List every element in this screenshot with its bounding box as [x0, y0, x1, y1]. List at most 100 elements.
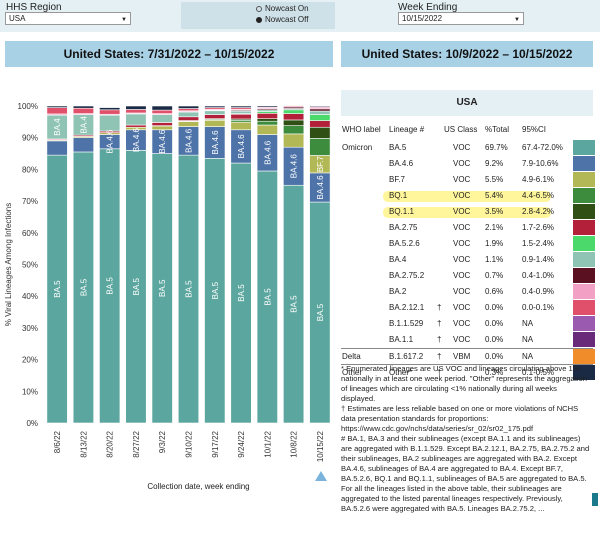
bar-label: BA.4.6	[263, 140, 272, 165]
bar-segment-ba-2-75	[310, 121, 330, 128]
color-swatch	[573, 268, 595, 283]
y-tick-label: 90%	[22, 134, 38, 143]
dagger-marker: †	[437, 334, 441, 346]
bar-segment-other	[310, 106, 330, 107]
cell-lineage: BQ.1	[389, 190, 407, 202]
cell-ci: 0.4-0.9%	[522, 286, 554, 298]
bar-segment-bq-1-1	[283, 120, 303, 126]
bar-label: BA.4.6	[158, 129, 167, 154]
bar-label: BA.5	[211, 281, 220, 299]
cell-pct: 0.7%	[485, 270, 503, 282]
cell-pct: 9.2%	[485, 158, 503, 170]
color-swatch	[573, 332, 595, 347]
y-tick-label: 10%	[22, 387, 38, 396]
x-tick-label: 8/6/22	[53, 430, 62, 453]
cell-lineage: BA.2.75	[389, 222, 417, 234]
left-banner: United States: 7/31/2022 – 10/15/2022	[5, 41, 333, 67]
cell-class: VOC	[453, 174, 470, 186]
cell-pct: 0.0%	[485, 351, 503, 363]
bar-segment-ba-4	[205, 111, 225, 115]
cell-ci: NA	[522, 334, 533, 346]
bar-label: BA.4	[53, 118, 62, 136]
bar-label: BA.4.6	[290, 154, 299, 179]
bar-segment-ba-4	[310, 111, 330, 114]
cell-pct: 0.0%	[485, 302, 503, 314]
cell-class: VOC	[453, 222, 470, 234]
x-tick-label: 9/17/22	[211, 430, 220, 457]
header-lineage: Lineage #	[389, 125, 424, 134]
y-tick-label: 50%	[22, 261, 38, 270]
cell-ci: 7.9-10.6%	[522, 158, 558, 170]
cell-class: VOC	[453, 158, 470, 170]
cell-ci: 0.4-1.0%	[522, 270, 554, 282]
color-swatch	[573, 236, 595, 251]
color-swatch	[573, 220, 595, 235]
bar-segment-bf-7	[152, 126, 172, 130]
bar-label: BA.5	[185, 280, 194, 298]
y-tick-label: 0%	[26, 419, 38, 428]
cell-pct: 5.5%	[485, 174, 503, 186]
cell-pct: 0.6%	[485, 286, 503, 298]
x-tick-label: 9/3/22	[158, 430, 167, 453]
footnote: * Enumerated lineages are US VOC and lin…	[341, 364, 593, 404]
bar-label: BA.5	[79, 278, 88, 296]
y-tick-label: 100%	[18, 102, 38, 111]
color-swatch	[573, 188, 595, 203]
bar-segment-other	[257, 106, 277, 107]
week-value: 10/15/2022	[402, 14, 442, 23]
nowcast-off-radio[interactable]: Nowcast Off	[256, 15, 308, 25]
cell-ci: 4.9-6.1%	[522, 174, 554, 186]
bar-segment-ba-2-12-1	[152, 110, 172, 113]
x-tick-label: 8/20/22	[106, 430, 115, 457]
bar-segment-bf-7	[231, 122, 251, 130]
y-tick-label: 70%	[22, 197, 38, 206]
footnote: † Estimates are less reliable based on o…	[341, 404, 593, 434]
cell-pct: 0.0%	[485, 318, 503, 330]
bar-segment-ba-2-75	[152, 122, 172, 125]
x-tick-label: 10/8/22	[290, 430, 299, 457]
bar-label: BA.5	[53, 280, 62, 298]
x-tick-label: 10/1/22	[263, 430, 272, 457]
cell-class: VOC	[453, 270, 470, 282]
bar-segment-ba-4	[152, 115, 172, 123]
bar-segment-bq-1	[283, 126, 303, 134]
nowcast-on-radio[interactable]: Nowcast On	[256, 4, 309, 14]
cell-lineage: BA.5	[389, 142, 406, 154]
right-banner: United States: 10/9/2022 – 10/15/2022	[341, 41, 593, 67]
cell-class: VOC	[453, 286, 470, 298]
cell-pct: 0.0%	[485, 334, 503, 346]
cell-ci: 4.4-6.5%	[522, 190, 554, 202]
chevron-down-icon: ▼	[514, 15, 520, 26]
bar-segment-ba-2-75	[205, 115, 225, 119]
bar-segment-other	[283, 105, 303, 106]
x-axis-title: Collection date, week ending	[147, 482, 249, 491]
cell-pct: 5.4%	[485, 190, 503, 202]
region-select[interactable]: USA ▼	[5, 12, 131, 25]
cell-pct: 1.9%	[485, 238, 503, 250]
color-swatch	[573, 284, 595, 299]
bar-label: BA.5	[316, 303, 325, 321]
bar-segment-bq-1	[257, 121, 277, 125]
cell-ci: 2.8-4.2%	[522, 206, 554, 218]
scroll-up-arrow-icon[interactable]	[315, 471, 327, 481]
x-tick-label: 8/27/22	[132, 430, 141, 457]
stacked-bar-chart: 0%10%20%30%40%50%60%70%80%90%100%% Viral…	[0, 90, 340, 550]
color-swatch	[573, 349, 595, 364]
scroll-handle[interactable]	[592, 493, 598, 506]
week-select[interactable]: 10/15/2022 ▼	[398, 12, 524, 25]
header-ci: 95%CI	[522, 125, 546, 134]
bar-segment-bf-7	[257, 125, 277, 135]
bar-segment-ba-2-75	[126, 125, 146, 127]
bar-segment-other	[231, 106, 251, 108]
bar-segment-other	[73, 106, 93, 108]
bar-segment-bf-7	[178, 122, 198, 127]
bar-segment-other	[47, 106, 67, 108]
